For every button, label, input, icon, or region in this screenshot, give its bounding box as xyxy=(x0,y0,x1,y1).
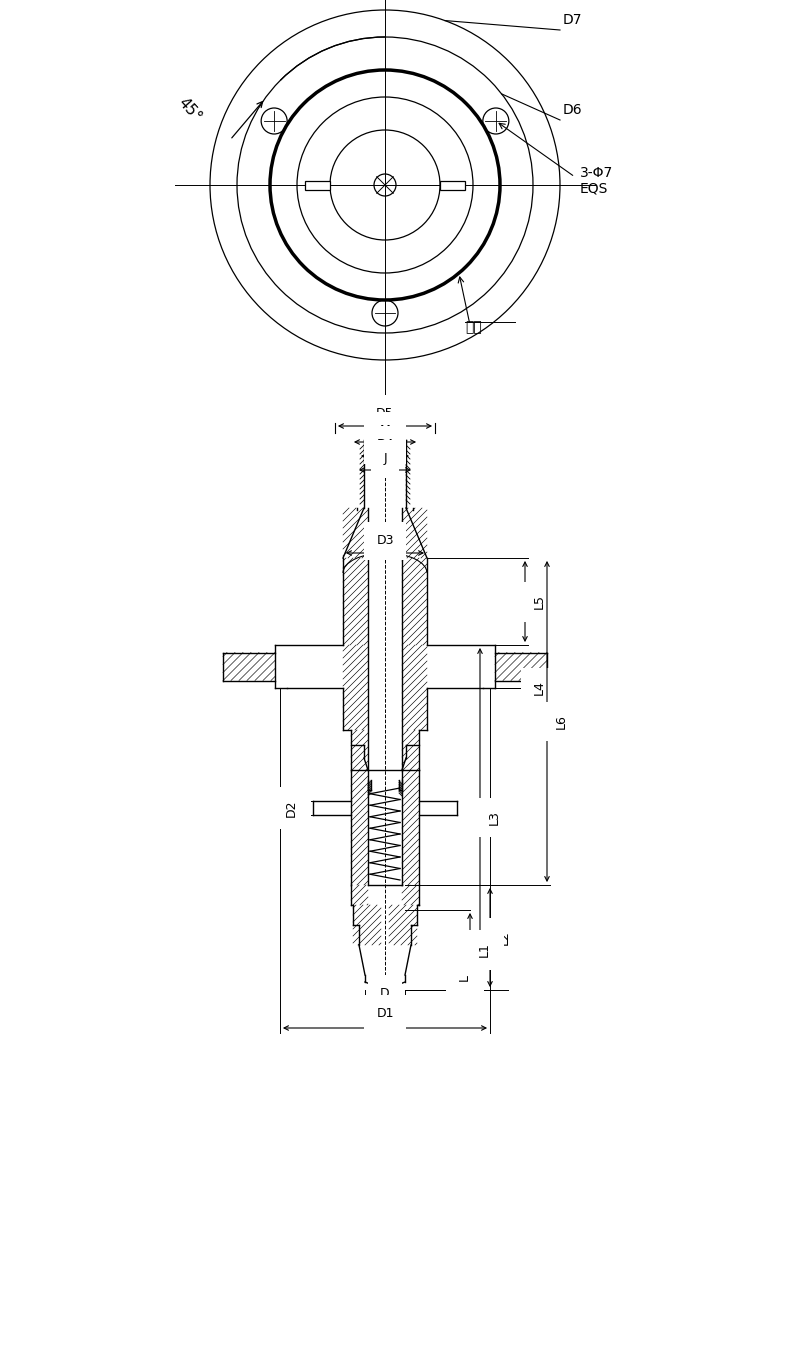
Bar xyxy=(440,180,465,189)
Text: L: L xyxy=(458,975,471,981)
Text: EQS: EQS xyxy=(580,183,608,196)
Text: D6: D6 xyxy=(563,104,583,117)
Text: D2: D2 xyxy=(285,799,298,816)
Text: L4: L4 xyxy=(533,680,546,695)
Text: L1: L1 xyxy=(478,943,491,957)
Text: L6: L6 xyxy=(555,714,568,729)
Text: D5: D5 xyxy=(376,408,394,420)
Text: D7: D7 xyxy=(563,14,582,27)
Bar xyxy=(305,180,330,189)
Text: D: D xyxy=(380,987,390,1000)
Text: 3-Φ7: 3-Φ7 xyxy=(580,166,613,180)
Text: J: J xyxy=(383,453,386,465)
Text: 满焊: 满焊 xyxy=(465,320,482,334)
Text: L3: L3 xyxy=(488,810,501,825)
Text: L5: L5 xyxy=(533,594,546,609)
Text: L2: L2 xyxy=(498,930,511,945)
Text: D3: D3 xyxy=(376,534,394,547)
Text: D4: D4 xyxy=(376,438,394,451)
Text: D1: D1 xyxy=(376,1007,394,1020)
Text: M: M xyxy=(379,424,390,438)
Text: 45°: 45° xyxy=(175,95,204,125)
